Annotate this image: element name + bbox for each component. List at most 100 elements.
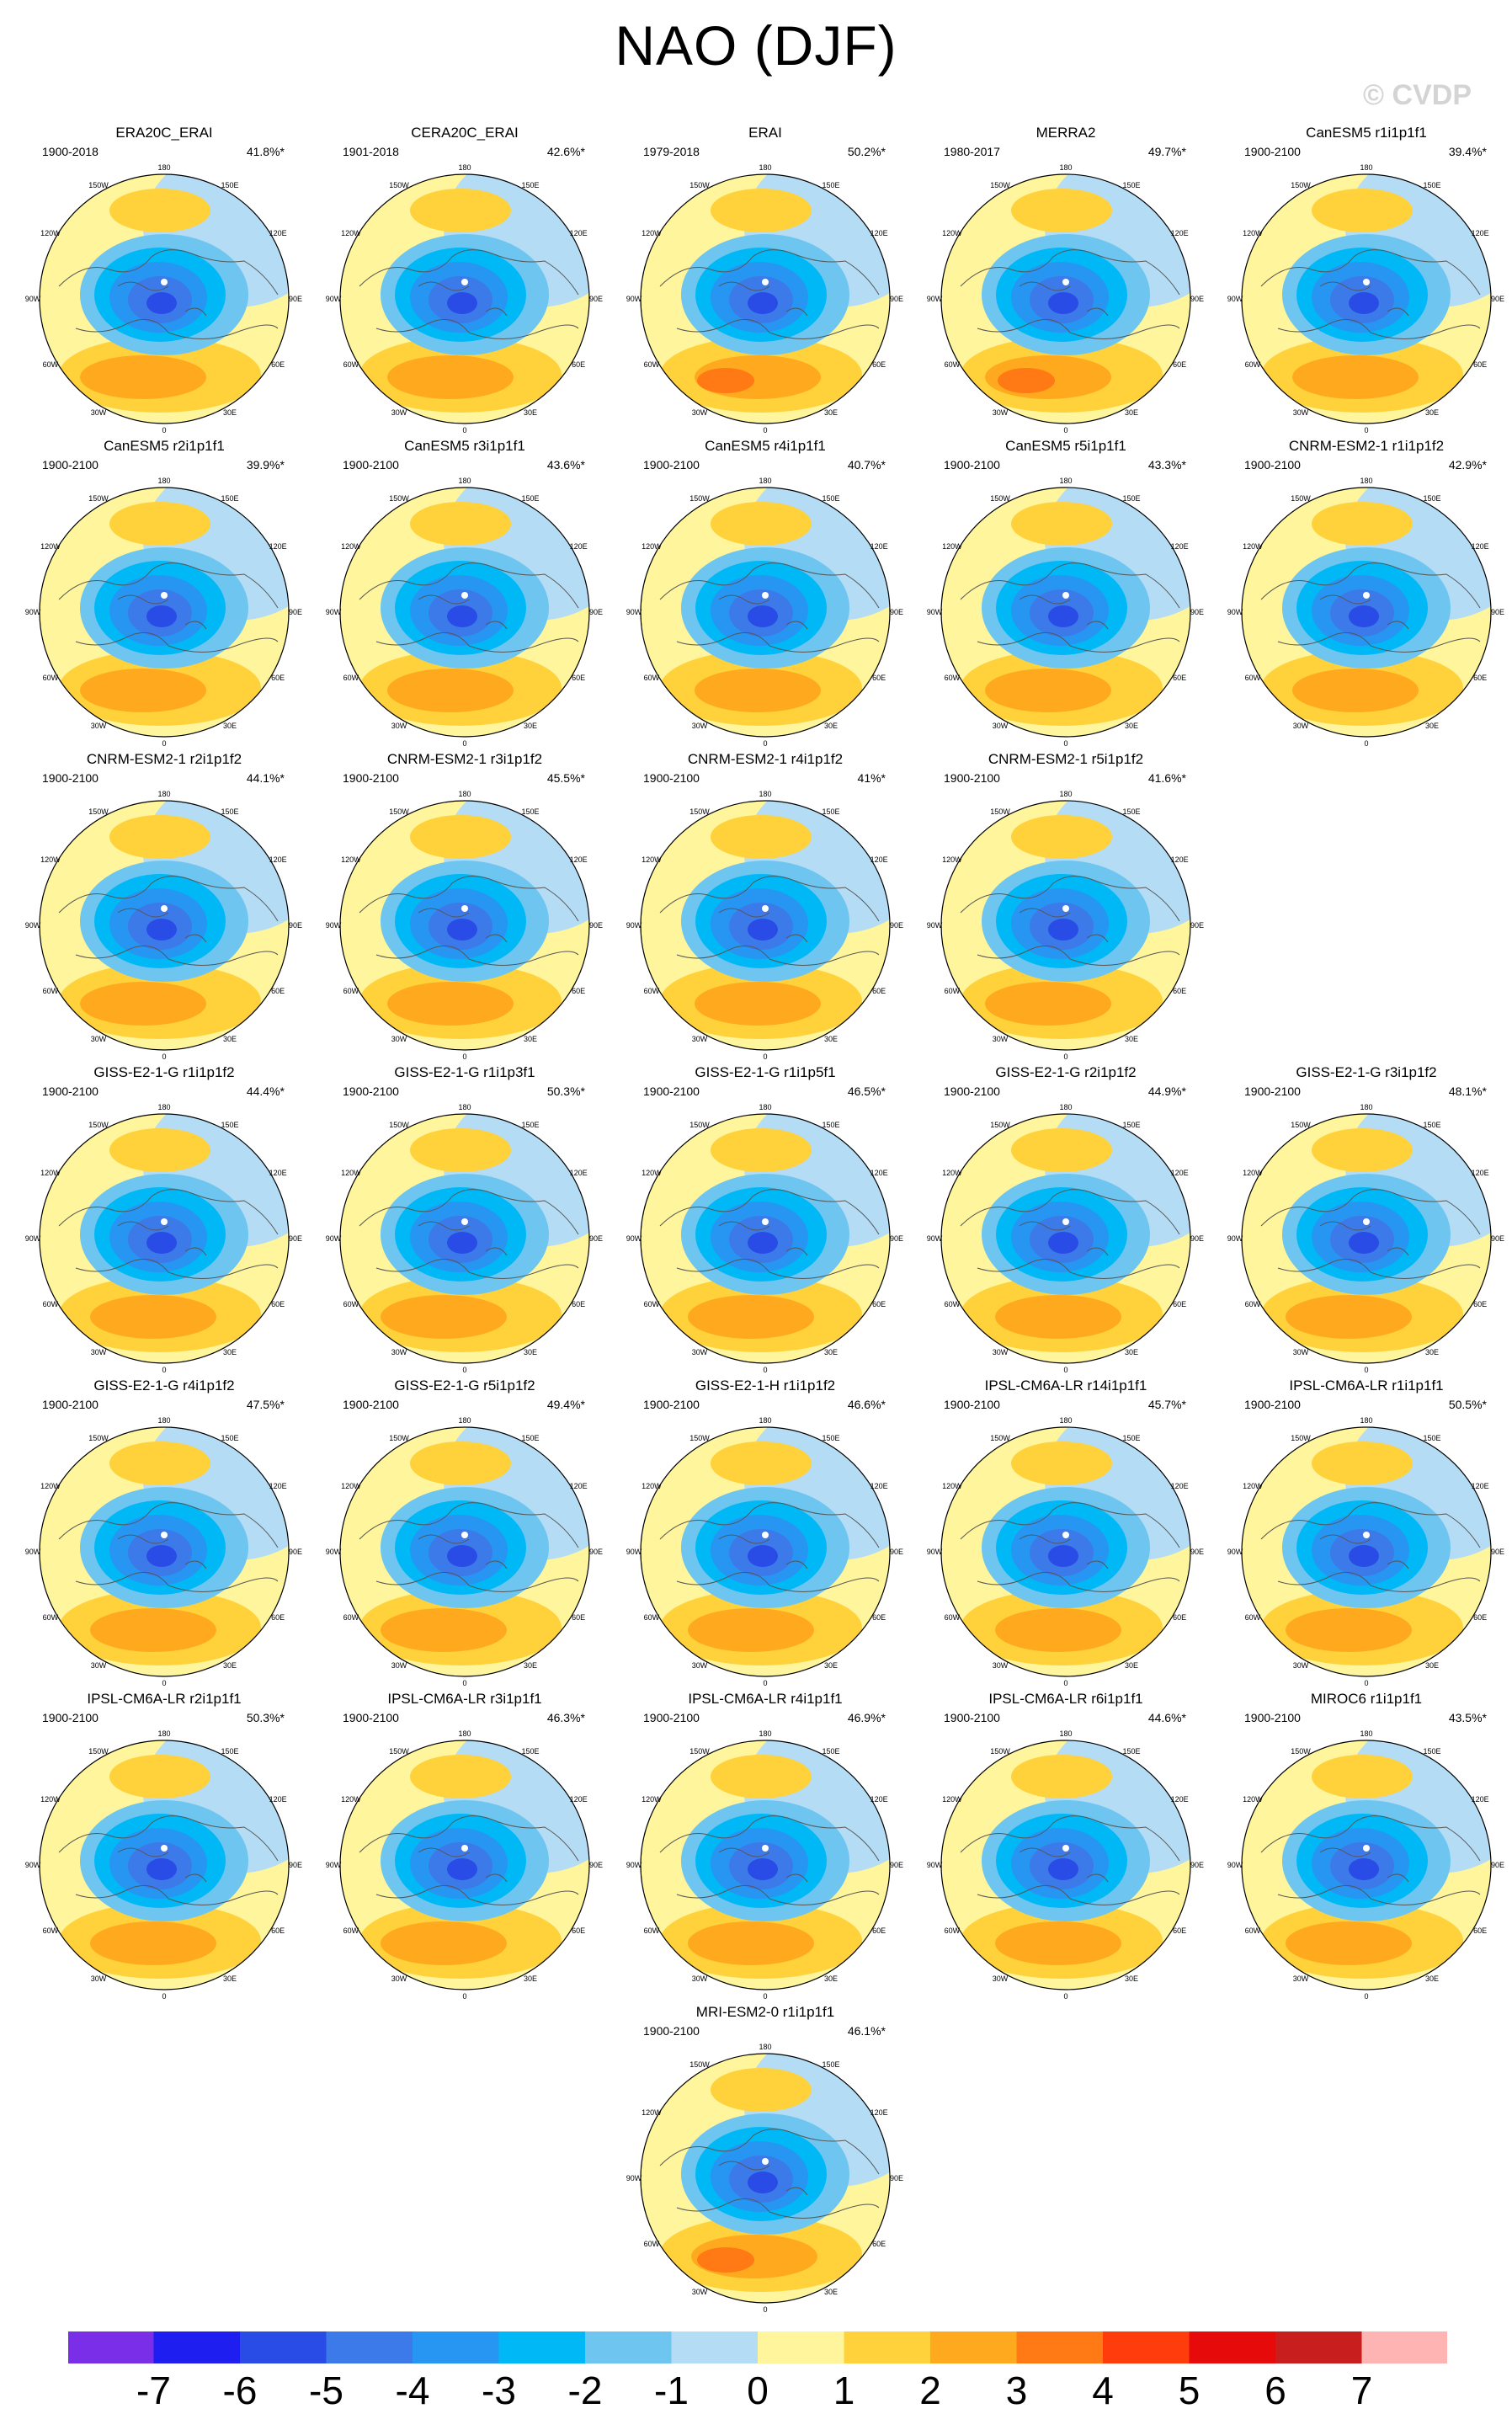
longitude-label: 0: [462, 1679, 466, 1687]
panel-variance-percent: 44.9%*: [1147, 1084, 1186, 1098]
north-pole-marker: [161, 1845, 168, 1852]
colorbar-segment: [67, 2331, 154, 2364]
panel: GISS-E2-1-G r1i1p1f2 1900-2100 44.4%* 180 15…: [25, 1064, 303, 1378]
longitude-label: 30W: [1293, 1661, 1309, 1670]
panel-period: 1901-2018: [343, 145, 399, 158]
panel-variance-percent: 39.9%*: [246, 458, 285, 472]
longitude-label: 0: [1063, 1679, 1067, 1687]
longitude-label: 120W: [40, 1482, 61, 1490]
cvdp-watermark: © CVDP: [1363, 79, 1472, 111]
longitude-label: 30W: [391, 1348, 407, 1356]
colorbar-tick-label: 1: [833, 2369, 855, 2412]
colorbar-segment: [240, 2331, 327, 2364]
north-pole-marker: [762, 592, 769, 599]
panel-period: 1900-2100: [944, 1711, 1000, 1724]
panel-period: 1900-2100: [1244, 1711, 1301, 1724]
longitude-label: 90W: [1227, 1548, 1243, 1556]
longitude-label: 120E: [870, 1795, 888, 1804]
longitude-label: 180: [157, 1729, 170, 1738]
coastline: [58, 562, 279, 653]
coastline: [960, 876, 1180, 966]
north-pole-marker: [461, 905, 468, 912]
arctic-negative-core: [1048, 605, 1078, 627]
longitude-label: 90E: [1190, 1234, 1204, 1243]
colorbar: [67, 2331, 1448, 2364]
azores-positive-core: [688, 1921, 814, 1965]
pacific-positive-anomaly: [1011, 1755, 1112, 1799]
pacific-positive-anomaly: [1312, 1128, 1413, 1172]
longitude-label: 150E: [521, 1121, 539, 1129]
colorbar-tick-label: -6: [222, 2369, 258, 2412]
longitude-label: 180: [1360, 1729, 1372, 1738]
panel-variance-percent: 43.3%*: [1147, 458, 1186, 472]
longitude-label: 30W: [391, 722, 407, 730]
longitude-label: 180: [759, 1103, 771, 1111]
longitude-label: 90W: [326, 1234, 342, 1243]
panel-variance-percent: 41%*: [857, 771, 886, 785]
azores-positive-max: [998, 368, 1055, 393]
longitude-label: 30E: [223, 1974, 237, 1983]
coastline: [359, 562, 579, 653]
longitude-label: 90E: [1190, 1861, 1204, 1869]
panel-period: 1980-2017: [944, 145, 1000, 158]
map-border: [940, 1113, 1191, 1364]
panel-period: 1900-2100: [643, 1084, 700, 1098]
longitude-label: 30E: [1125, 1974, 1138, 1983]
panel-title: CanESM5 r4i1p1f1: [705, 438, 826, 454]
longitude-label: 150W: [990, 1121, 1010, 1129]
panel-variance-percent: 47.5%*: [246, 1398, 285, 1411]
longitude-label: 150W: [1291, 1747, 1311, 1756]
longitude-label: 0: [162, 1679, 166, 1687]
longitude-label: 30W: [692, 1974, 708, 1983]
longitude-label: 180: [759, 477, 771, 485]
longitude-label: 0: [763, 1992, 767, 2001]
colorbar-segment: [671, 2331, 758, 2364]
panel-variance-percent: 50.3%*: [546, 1084, 585, 1098]
polar-map: 180 150E 120E 90E 60E 30E 0 30W 60W 90W 120W 150W: [927, 1729, 1204, 2001]
panel-period: 1900-2100: [643, 2024, 700, 2038]
pacific-positive-anomaly: [109, 189, 210, 232]
longitude-label: 90E: [289, 1548, 302, 1556]
panel-variance-percent: 45.7%*: [1147, 1398, 1186, 1411]
panel-title: IPSL-CM6A-LR r14i1p1f1: [984, 1378, 1147, 1394]
coastline: [960, 1815, 1180, 1905]
panel-title: MRI-ESM2-0 r1i1p1f1: [695, 2004, 835, 2020]
map-border: [39, 800, 290, 1051]
longitude-label: 0: [1364, 1679, 1368, 1687]
panel-period: 1900-2100: [1244, 1084, 1301, 1098]
polar-map: 180 150E 120E 90E 60E 30E 0 30W 60W 90W 120W 150W: [927, 1416, 1204, 1687]
map-border: [39, 1113, 290, 1364]
page-title: NAO (DJF): [615, 14, 897, 77]
longitude-label: 150E: [822, 1121, 839, 1129]
longitude-label: 150E: [1423, 1121, 1440, 1129]
longitude-label: 180: [1360, 163, 1372, 172]
coastline: [960, 562, 1180, 653]
pacific-positive-anomaly: [1011, 815, 1112, 859]
longitude-label: 180: [157, 477, 170, 485]
longitude-label: 150W: [689, 1434, 710, 1442]
longitude-label: 90E: [1491, 1234, 1504, 1243]
longitude-label: 30W: [1293, 722, 1309, 730]
panel-variance-percent: 49.7%*: [1147, 145, 1186, 158]
panel: IPSL-CM6A-LR r2i1p1f1 1900-2100 50.3%* 180 1…: [25, 1691, 303, 2004]
longitude-label: 0: [162, 1052, 166, 1061]
panel-title: CanESM5 r5i1p1f1: [1005, 438, 1126, 454]
longitude-label: 150W: [990, 807, 1010, 816]
colorbar-segment: [326, 2331, 413, 2364]
longitude-label: 30E: [223, 722, 237, 730]
longitude-label: 60E: [271, 1926, 285, 1935]
longitude-label: 120E: [269, 229, 287, 237]
longitude-label: 60W: [43, 987, 59, 995]
longitude-label: 90W: [927, 921, 943, 930]
panel: CanESM5 r4i1p1f1 1900-2100 40.7%* 180 150E 12…: [626, 438, 904, 751]
coastline: [1260, 562, 1481, 653]
panel: CERA20C_ERAI 1901-2018 42.6%* 180 150E 120E 90…: [326, 125, 604, 438]
longitude-label: 0: [763, 2305, 767, 2314]
azores-positive-core: [995, 1295, 1121, 1339]
longitude-label: 30E: [1125, 722, 1138, 730]
colorbar-segment: [1103, 2331, 1190, 2364]
longitude-label: 30E: [1425, 1348, 1439, 1356]
coastline: [659, 249, 880, 339]
longitude-label: 60E: [1173, 1300, 1186, 1308]
colorbar-tick-label: -5: [309, 2369, 343, 2412]
